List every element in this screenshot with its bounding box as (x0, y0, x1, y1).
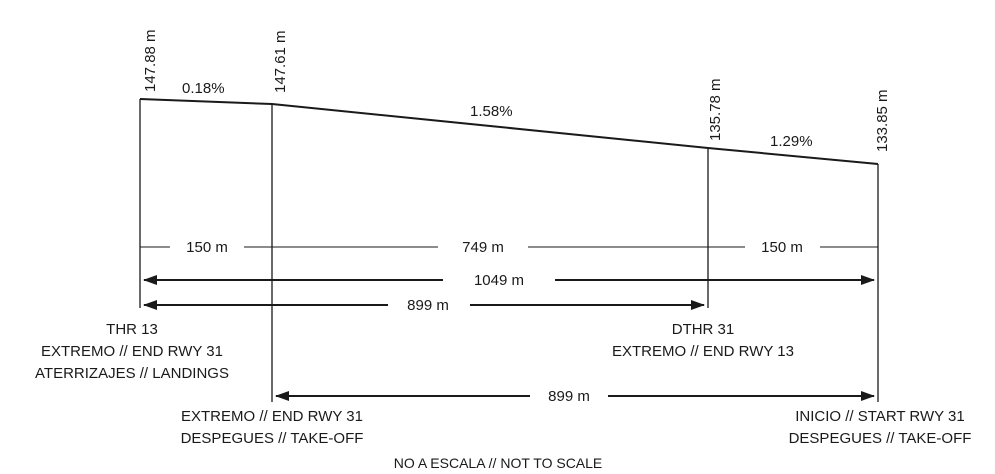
elevation-dthr31: 135.78 m (707, 78, 724, 141)
distance-segment-2: 749 m (462, 239, 504, 256)
svg-text:THR 13: THR 13 (106, 321, 158, 338)
start-takeoff-label: INICIO // START RWY 31 DESPEGUES // TAKE… (789, 408, 972, 447)
elevation-start-takeoff: 133.85 m (874, 89, 891, 152)
svg-text:EXTREMO // END RWY 31: EXTREMO // END RWY 31 (41, 343, 223, 360)
dthr31-label: DTHR 31 EXTREMO // END RWY 13 (612, 321, 794, 360)
not-to-scale-note: NO A ESCALA // NOT TO SCALE (394, 455, 603, 471)
elevation-thr13: 147.88 m (142, 29, 159, 92)
slope-segment-1: 0.18% (182, 80, 225, 97)
svg-text:ATERRIZAJES // LANDINGS: ATERRIZAJES // LANDINGS (35, 365, 229, 382)
elevation-end-takeoff: 147.61 m (272, 30, 289, 93)
svg-text:EXTREMO // END RWY 13: EXTREMO // END RWY 13 (612, 343, 794, 360)
thr13-label: THR 13 EXTREMO // END RWY 31 ATERRIZAJES… (35, 321, 229, 382)
distance-segment-1: 150 m (186, 239, 228, 256)
distance-total: 1049 m (474, 272, 524, 289)
svg-text:DTHR 31: DTHR 31 (672, 321, 735, 338)
svg-text:EXTREMO // END RWY 31: EXTREMO // END RWY 31 (181, 408, 363, 425)
svg-text:DESPEGUES // TAKE-OFF: DESPEGUES // TAKE-OFF (181, 430, 364, 447)
slope-segment-2: 1.58% (470, 103, 513, 120)
svg-text:INICIO // START RWY 31: INICIO // START RWY 31 (795, 408, 965, 425)
end-takeoff-label: EXTREMO // END RWY 31 DESPEGUES // TAKE-… (181, 408, 364, 447)
distance-takeoff: 899 m (548, 388, 590, 405)
svg-text:DESPEGUES // TAKE-OFF: DESPEGUES // TAKE-OFF (789, 430, 972, 447)
runway-profile-line (139, 98, 879, 165)
slope-segment-3: 1.29% (770, 133, 813, 150)
distance-segment-3: 150 m (761, 239, 803, 256)
distance-landing: 899 m (407, 297, 449, 314)
